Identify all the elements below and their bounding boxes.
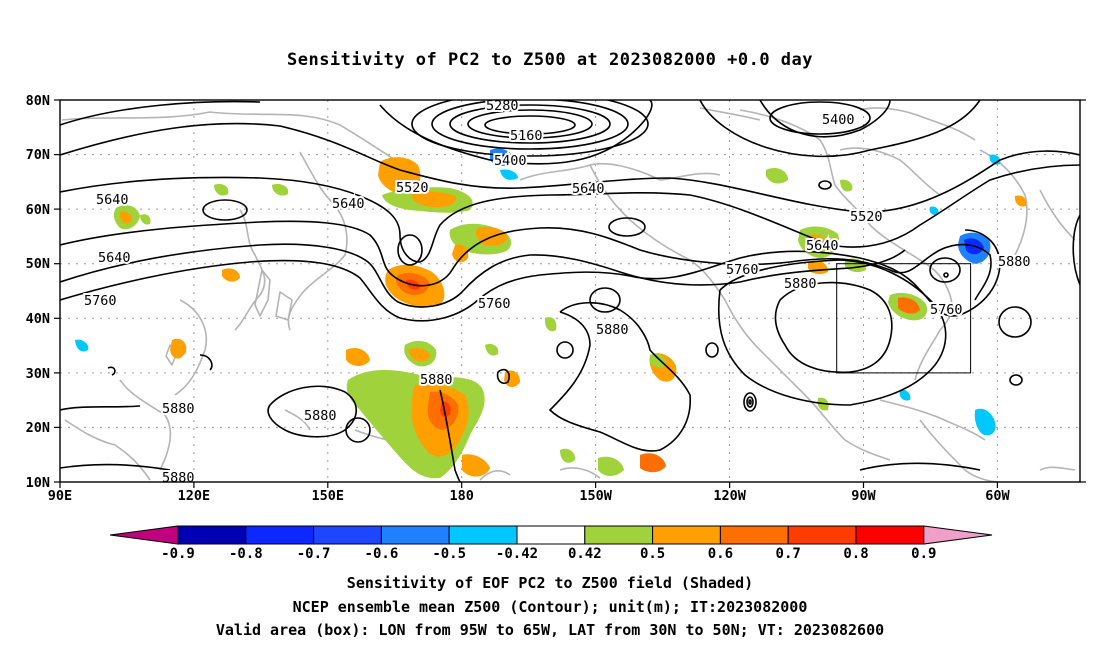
colorbar-label: -0.6	[365, 546, 399, 562]
latitude-labels: 80N 70N 60N 50N 40N 30N 20N 10N	[26, 93, 50, 491]
colorbar-right-arrow	[923, 525, 993, 545]
colorbar-label: 0.5	[640, 546, 665, 562]
contour-label: 5640	[806, 238, 839, 254]
footer-contour-caption: NCEP ensemble mean Z500 (Contour); unit(…	[292, 598, 808, 616]
contour-label: 5880	[162, 401, 195, 417]
colorbar-segment	[448, 525, 518, 545]
contour-label: 5640	[332, 196, 365, 212]
contour-labels: 5280 5160 5400 5400 5520 5640 5640 5640 …	[82, 96, 1033, 488]
grid-lines	[60, 100, 1080, 482]
lat-label: 10N	[26, 475, 50, 491]
lon-label: 120W	[713, 488, 746, 504]
colorbar-label: 0.7	[776, 546, 801, 562]
colorbar-label: 0.9	[911, 546, 936, 562]
contour-label: 5760	[84, 293, 117, 309]
footer-shading-caption: Sensitivity of EOF PC2 to Z500 field (Sh…	[346, 574, 754, 592]
colorbar-segment	[787, 525, 857, 545]
lat-label: 50N	[26, 256, 50, 272]
sensitivity-shading	[75, 148, 1027, 479]
colorbar-segment	[177, 525, 247, 545]
contour-label: 5880	[304, 408, 337, 424]
z500-contours	[60, 100, 1080, 482]
colorbar-segment	[719, 525, 789, 545]
contour-label: 5760	[930, 302, 963, 318]
colorbar-segment	[380, 525, 450, 545]
colorbar-label: 0.42	[568, 546, 602, 562]
lat-label: 60N	[26, 202, 50, 218]
contour-label: 5880	[998, 254, 1031, 270]
coastlines	[61, 107, 1076, 482]
lon-label: 150E	[312, 488, 345, 504]
lon-label: 150W	[579, 488, 612, 504]
contour-label: 5400	[494, 153, 527, 169]
lat-label: 20N	[26, 420, 50, 436]
colorbar-label: -0.42	[496, 546, 538, 562]
lat-label: 70N	[26, 147, 50, 163]
lat-label: 40N	[26, 311, 50, 327]
colorbar-label: -0.9	[161, 546, 195, 562]
lat-label: 80N	[26, 93, 50, 109]
colorbar-segment	[584, 525, 654, 545]
colorbar-label: -0.7	[297, 546, 331, 562]
colorbar-label: 0.6	[708, 546, 733, 562]
colorbar-left-arrow	[109, 525, 179, 545]
contour-label: 5880	[162, 470, 195, 486]
lat-label: 30N	[26, 366, 50, 382]
footer-valid-area-caption: Valid area (box): LON from 95W to 65W, L…	[215, 621, 885, 639]
contour-label: 5640	[572, 181, 605, 197]
colorbar-label: -0.5	[432, 546, 466, 562]
longitude-labels: 90E 120E 150E 180 150W 120W 90W 60W	[48, 488, 1011, 504]
contour-label: 5880	[596, 322, 629, 338]
colorbar-labels: -0.9 -0.8 -0.7 -0.6 -0.5 -0.42 0.42 0.5 …	[161, 546, 936, 562]
axis-ticks	[54, 99, 1086, 488]
colorbar-segment	[313, 525, 382, 545]
contour-label: 5160	[510, 128, 543, 144]
colorbar-segment	[855, 525, 925, 545]
contour-label: 5880	[784, 276, 817, 292]
colorbar-segment	[245, 525, 315, 545]
valid-area-box	[836, 263, 972, 374]
map-frame	[59, 99, 1081, 483]
contour-label: 5640	[96, 192, 129, 208]
lon-label: 60W	[985, 488, 1010, 504]
lon-label: 120E	[178, 488, 211, 504]
lon-label: 180	[450, 488, 474, 504]
contour-label: 5280	[486, 98, 519, 114]
contour-label: 5760	[726, 262, 759, 278]
colorbar	[109, 525, 993, 545]
contour-label: 5880	[420, 372, 453, 388]
contour-label: 5520	[396, 180, 429, 196]
contour-label: 5520	[850, 209, 883, 225]
colorbar-label: -0.8	[229, 546, 263, 562]
colorbar-label: 0.8	[843, 546, 868, 562]
contour-label: 5760	[478, 296, 511, 312]
colorbar-segment	[652, 525, 721, 545]
contour-label: 5640	[98, 250, 131, 266]
contour-label: 5400	[822, 112, 855, 128]
lon-label: 90E	[48, 488, 72, 504]
colorbar-segment	[516, 525, 586, 545]
map-title: Sensitivity of PC2 to Z500 at 2023082000…	[286, 50, 813, 70]
lon-label: 90W	[851, 488, 876, 504]
